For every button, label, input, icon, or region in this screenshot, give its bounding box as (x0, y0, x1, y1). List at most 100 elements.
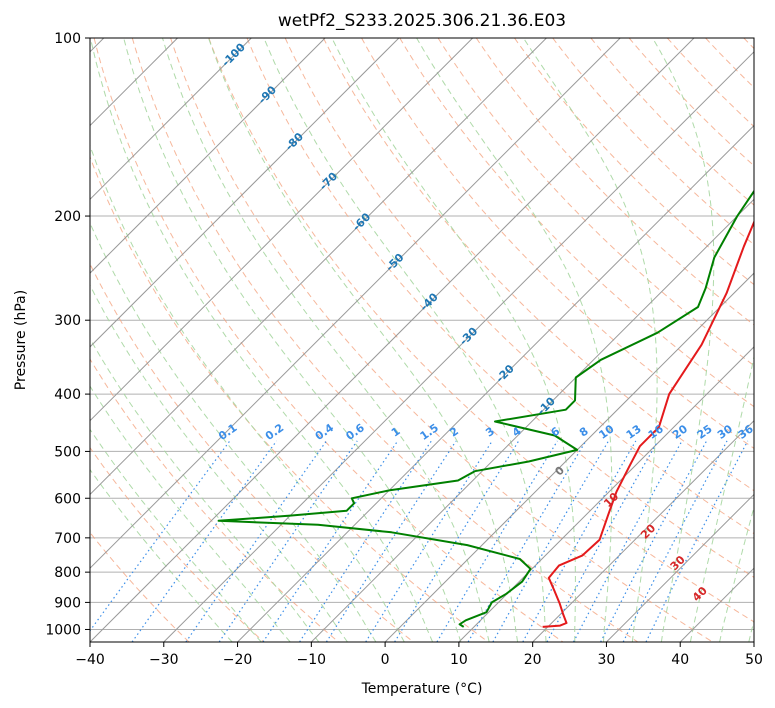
mixing-ratio-label: 0.4 (313, 421, 337, 443)
mixing-ratio-label: 0.2 (263, 421, 286, 443)
moist-adiabat (90, 144, 405, 642)
dry-adiabat (361, 38, 754, 450)
mixing-ratio-line (262, 440, 399, 642)
moist-adiabat (90, 284, 348, 642)
mixing-ratio-label: 2 (447, 425, 461, 440)
dry-adiabat (131, 38, 639, 642)
moist-adiabat (331, 38, 576, 642)
dry-adiabat (284, 38, 754, 535)
moist-adiabat (652, 38, 715, 642)
dry-adiabat (705, 38, 754, 89)
mixing-ratio-label: 20 (670, 422, 690, 442)
dry-adiabat (475, 38, 754, 326)
moist-adiabat (719, 505, 754, 642)
moist-adiabat (123, 38, 462, 642)
isotherm (90, 38, 326, 274)
mixing-ratio-line (600, 440, 708, 642)
mixing-ratio-label: 0.1 (216, 421, 239, 443)
mixing-ratio-label: 36 (736, 422, 756, 442)
isotherm (237, 124, 754, 642)
mixing-ratio-line (492, 440, 610, 642)
dry-adiabat (93, 38, 564, 642)
isotherm (163, 51, 754, 642)
mixing-ratio-line (645, 440, 749, 642)
y-tick-label: 600 (54, 491, 81, 507)
mixing-ratio-label: 3 (483, 425, 497, 440)
moist-adiabat (90, 38, 434, 642)
isotherm (90, 38, 252, 201)
x-tick-label: −40 (75, 652, 105, 668)
mixing-ratio-label: 30 (715, 422, 735, 442)
isotherm (753, 641, 754, 642)
mixing-ratio-label: 6 (549, 424, 563, 439)
moist-adiabat (90, 385, 291, 642)
x-tick-label: 20 (524, 652, 542, 668)
dry-adiabat (666, 38, 754, 128)
isotherm (90, 38, 621, 569)
y-tick-label: 1000 (45, 622, 81, 638)
wet-bulb-label: 10 (601, 490, 621, 510)
dry-adiabat (208, 38, 754, 623)
y-tick-label: 500 (54, 444, 81, 460)
isotherm (90, 38, 695, 642)
x-tick-label: 0 (381, 652, 390, 668)
wet-bulb-label: 20 (638, 521, 658, 541)
mixing-ratio-line (546, 440, 659, 642)
dry-adiabat (590, 38, 754, 206)
series-lines (217, 189, 754, 628)
dry-adiabat (246, 38, 754, 578)
mixing-ratio-line (90, 440, 231, 632)
isotherm (384, 272, 754, 642)
mixing-ratio-line (467, 440, 587, 642)
y-tick-label: 100 (54, 31, 81, 47)
wet-bulb-label: 0 (552, 464, 567, 479)
dry-adiabat (170, 38, 713, 642)
mixing-ratio-line (394, 440, 520, 642)
isotherm (90, 38, 400, 348)
wet-bulb-label: 30 (668, 553, 688, 573)
mixing-ratio-line (131, 440, 278, 642)
dry-adiabat (514, 38, 754, 286)
moist-adiabat (748, 619, 754, 642)
dry-adiabat (552, 38, 754, 246)
isotherm (606, 493, 754, 642)
mixing-ratio-line (365, 440, 493, 642)
y-tick-label: 700 (54, 531, 81, 547)
isotherm (458, 346, 754, 642)
mixing-ratio-line (522, 440, 637, 642)
y-axis: 100 200 300 400 500 600 700 800 900 1000 (45, 31, 90, 638)
moist-adiabat (90, 337, 320, 642)
dry-adiabat (90, 531, 190, 642)
mixing-ratio-label: 25 (695, 422, 715, 441)
x-tick-label: −10 (297, 652, 327, 668)
x-tick-label: 40 (671, 652, 689, 668)
moist-adiabat (207, 38, 519, 642)
y-tick-label: 300 (54, 313, 81, 329)
y-tick-label: 400 (54, 387, 81, 403)
moist-adiabat (90, 428, 262, 642)
x-tick-label: 10 (450, 652, 468, 668)
moist-adiabat (689, 354, 754, 642)
dry-adiabat (90, 446, 265, 642)
dewpoint-line (217, 189, 754, 628)
mixing-ratio-line (299, 440, 432, 642)
dry-adiabat (90, 358, 339, 642)
mixing-ratio-label: 1 (389, 425, 403, 440)
dry-adiabat (743, 38, 754, 50)
x-tick-label: 30 (598, 652, 616, 668)
plot-frame (89, 37, 755, 643)
wet-bulb-label: 40 (690, 584, 710, 604)
x-axis: −40 −30 −20 −10 0 10 20 30 40 50 (75, 642, 763, 668)
mixing-ratio-line (218, 440, 358, 642)
y-tick-label: 800 (54, 565, 81, 581)
temperature-line (542, 219, 754, 628)
dry-adiabat (399, 38, 754, 408)
moist-adiabat (416, 38, 613, 642)
x-tick-label: 50 (745, 652, 763, 668)
mixing-ratio-line (436, 440, 558, 642)
dry-adiabat (628, 38, 754, 167)
moist-adiabat (90, 221, 377, 642)
mixing-ratio-line (622, 440, 728, 642)
chart-title: wetPf2_S233.2025.306.21.36.E03 (278, 11, 566, 31)
